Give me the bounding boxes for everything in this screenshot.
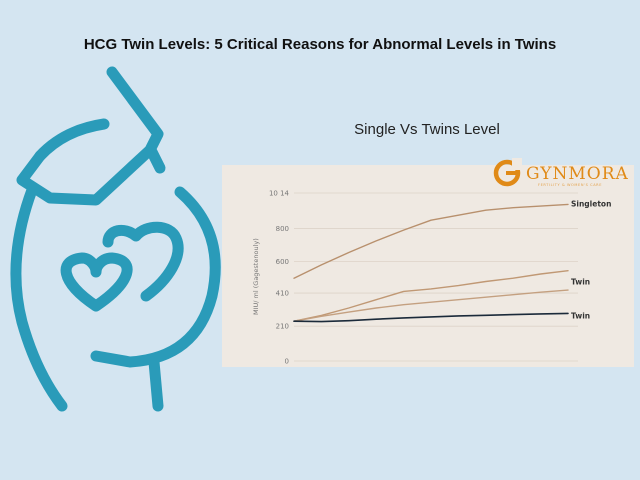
series-label-0: Singleton xyxy=(571,199,611,208)
y-tick-label: 410 xyxy=(276,290,289,298)
series-line-2 xyxy=(293,289,569,322)
y-axis-label: MIU/ ml (Gagestenouly) xyxy=(252,238,260,315)
brand-name: GYNMORA xyxy=(526,164,629,184)
y-tick-label: 600 xyxy=(276,258,289,266)
series-line-3 xyxy=(293,312,569,323)
pregnant-belly-with-hearts-icon xyxy=(10,66,221,412)
chart-heading: Single Vs Twins Level xyxy=(354,121,500,138)
belly-outline xyxy=(90,186,221,368)
hand-outline xyxy=(146,146,166,174)
heart-right-icon xyxy=(102,221,184,302)
shoulder-outline xyxy=(34,118,110,162)
y-tick-label: 0 xyxy=(285,358,289,366)
y-tick-label: 10 14 xyxy=(269,190,290,198)
leg-outline xyxy=(148,356,164,412)
hcg-line-chart: MIU/ ml (Gagestenouly) 0 210 410 600 800 10 1… xyxy=(252,190,611,366)
chart-card xyxy=(222,165,634,367)
brand-tagline: FERTILITY & WOMEN'S CARE xyxy=(538,183,602,187)
back-outline xyxy=(10,184,68,412)
series-label-3: Twin xyxy=(571,311,590,320)
page-headline: HCG Twin Levels: 5 Critical Reasons for … xyxy=(83,36,557,53)
y-tick-label: 800 xyxy=(276,225,289,233)
brand-logo: GYNMORA FERTILITY & WOMEN'S CARE xyxy=(493,158,629,187)
heart-left-icon xyxy=(60,252,133,312)
series-line-0 xyxy=(293,203,569,279)
arm-outline xyxy=(16,66,164,206)
y-tick-label: 210 xyxy=(276,323,289,331)
series-line-1 xyxy=(293,269,569,322)
series-label-1: Twin xyxy=(571,278,590,287)
